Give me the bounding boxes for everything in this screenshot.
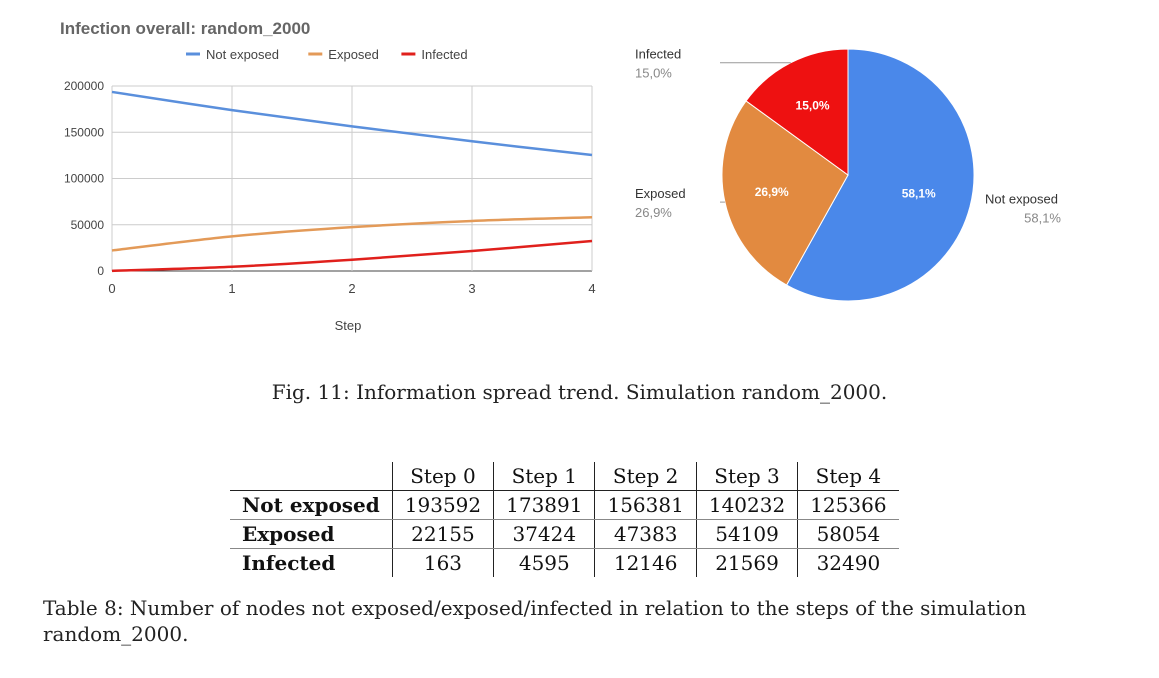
table-cell: 22155: [391, 519, 494, 549]
figure-caption: Fig. 11: Information spread trend. Simul…: [271, 380, 888, 404]
column-header: Step 2: [594, 462, 697, 491]
row-label: Not exposed: [230, 490, 393, 520]
x-tick-label: 1: [228, 281, 235, 296]
table-cell: 193592: [391, 490, 494, 520]
table-row: Exposed 22155 37424 47383 54109 58054: [230, 519, 899, 549]
y-tick-label: 0: [97, 264, 104, 278]
legend-label: Exposed: [328, 47, 379, 62]
table-cell: 54109: [695, 519, 798, 549]
table-cell: 4595: [493, 548, 595, 577]
series-line: [111, 90, 593, 157]
line-chart: Infection overall: random_2000 Not expose…: [60, 19, 596, 333]
x-tick-label: 2: [348, 281, 355, 296]
column-header: Step 3: [695, 462, 798, 491]
results-table: Step 0 Step 1 Step 2 Step 3 Step 4 Not e…: [230, 462, 899, 577]
series-line: [111, 239, 593, 273]
x-tick-label: 0: [108, 281, 115, 296]
table-row: Not exposed 193592 173891 156381 140232 …: [230, 490, 899, 520]
callout-name: Exposed: [635, 186, 686, 201]
pie-data-label: 26,9%: [755, 185, 789, 199]
chart-title: Infection overall: random_2000: [60, 19, 310, 38]
column-header: Step 1: [493, 462, 595, 491]
table-cell: 47383: [594, 519, 697, 549]
pie-data-label: 58,1%: [902, 186, 936, 200]
table-row: Infected 163 4595 12146 21569 32490: [230, 548, 899, 577]
callout-value: 58,1%: [1024, 211, 1061, 226]
callout-name: Infected: [635, 47, 681, 62]
row-label: Exposed: [230, 519, 393, 549]
table-cell: 173891: [493, 490, 595, 520]
table-cell: 37424: [493, 519, 595, 549]
table-cell: 12146: [594, 548, 697, 577]
table-cell: 163: [391, 548, 494, 577]
x-axis-label: Step: [335, 318, 362, 333]
pie-slice: [785, 48, 975, 302]
pie-slice: [745, 48, 849, 176]
y-tick-label: 100000: [64, 172, 104, 186]
legend-label: Infected: [421, 47, 467, 62]
legend-label: Not exposed: [206, 47, 279, 62]
y-tick-label: 200000: [64, 79, 104, 93]
table-cell: 32490: [797, 548, 899, 577]
table-cell: 140232: [695, 490, 798, 520]
table-header-row: Step 0 Step 1 Step 2 Step 3 Step 4: [230, 462, 899, 491]
table-cell: 156381: [594, 490, 697, 520]
pie-data-label: 15,0%: [796, 98, 830, 112]
x-tick-label: 3: [468, 281, 475, 296]
callout-value: 15,0%: [635, 66, 672, 81]
y-tick-label: 150000: [64, 125, 104, 139]
pie-slice: [721, 100, 849, 286]
table-corner-cell: [230, 462, 393, 491]
row-label: Infected: [230, 548, 393, 577]
table-caption: Table 8: Number of nodes not exposed/exp…: [43, 596, 1027, 646]
callout-value: 26,9%: [635, 205, 672, 220]
series-line: [111, 216, 593, 252]
column-header: Step 0: [391, 462, 494, 491]
y-tick-label: 50000: [71, 218, 105, 232]
table-cell: 125366: [797, 490, 899, 520]
x-tick-label: 4: [588, 281, 595, 296]
table-cell: 21569: [695, 548, 798, 577]
table-cell: 58054: [797, 519, 899, 549]
column-header: Step 4: [797, 462, 899, 491]
pie-chart: 58,1% Not exposed 58,1% 26,9% Exposed 26,9% 15…: [635, 47, 1061, 302]
callout-name: Not exposed: [985, 192, 1058, 207]
